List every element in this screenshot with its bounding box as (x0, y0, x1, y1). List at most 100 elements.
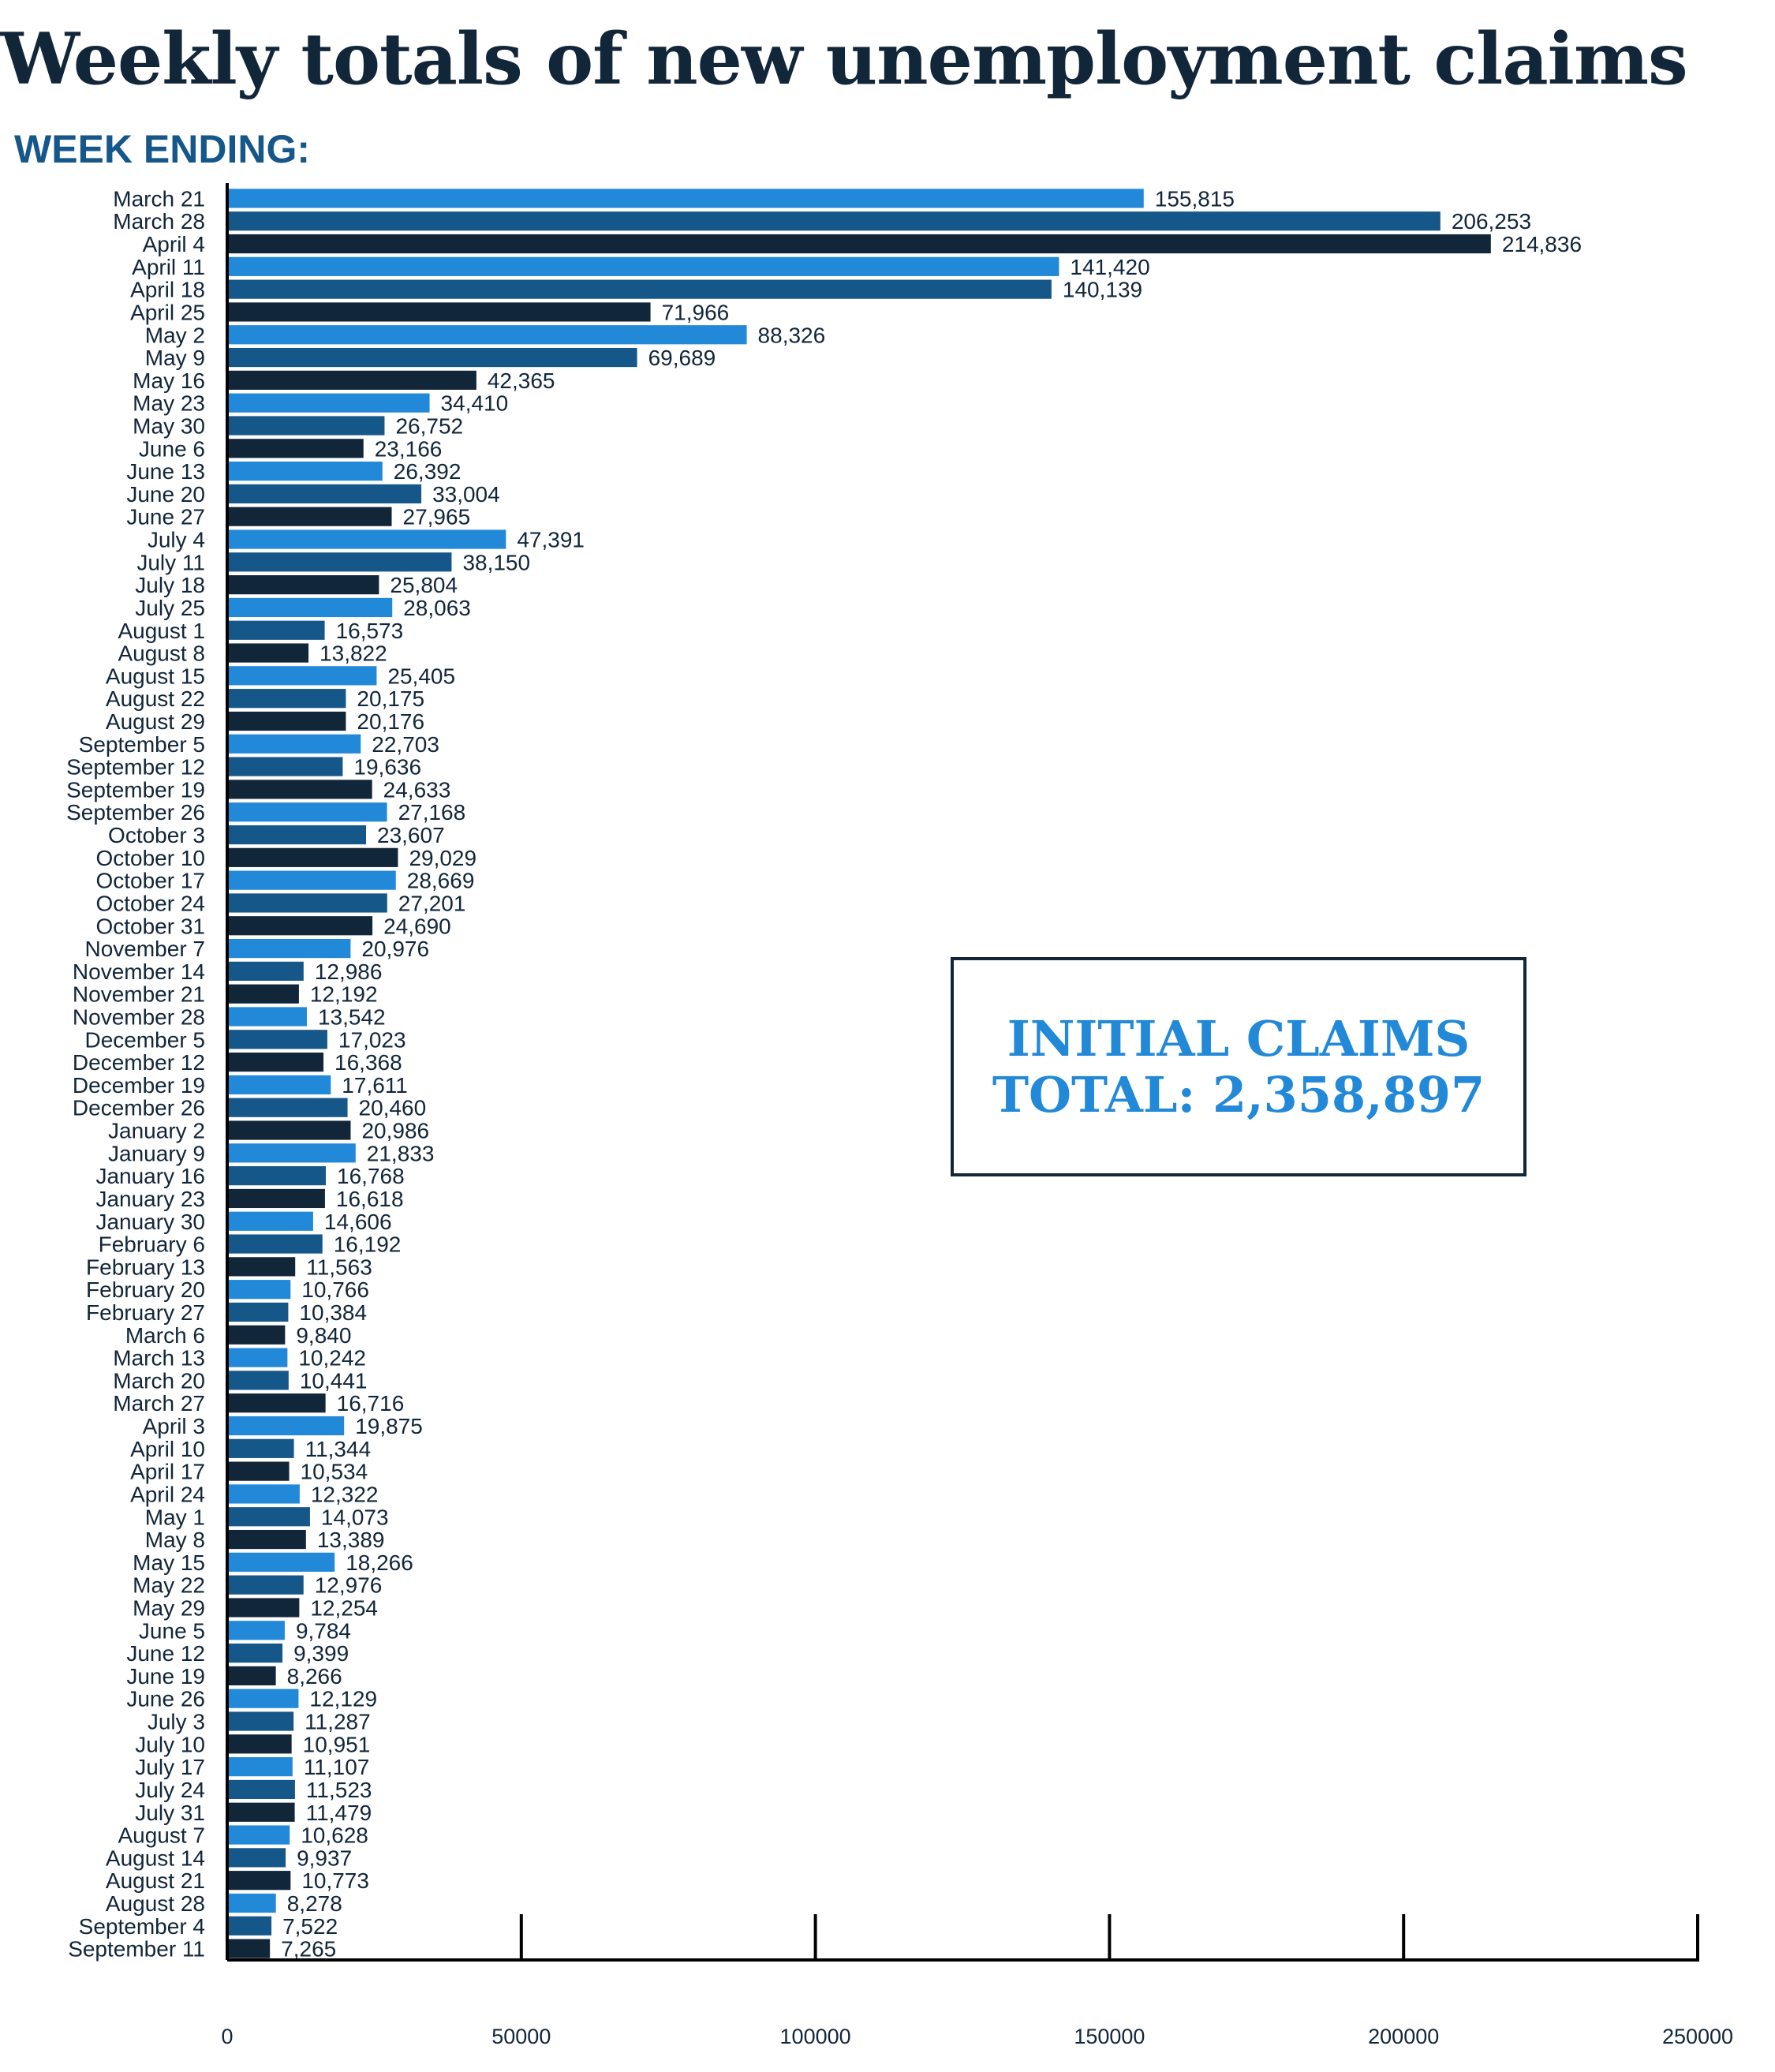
bar (227, 1893, 276, 1913)
total-box-line1: INITIAL CLAIMS (1007, 1009, 1470, 1068)
bar (227, 1575, 304, 1595)
data-label: 28,063 (403, 596, 471, 620)
bar (227, 643, 309, 663)
data-label: 13,389 (317, 1528, 385, 1552)
bar (227, 1916, 272, 1935)
data-label: 12,254 (310, 1595, 378, 1620)
bar (227, 847, 398, 867)
x-tick-label: 100000 (780, 2025, 851, 2048)
bar (227, 1075, 331, 1095)
bar (227, 1689, 299, 1708)
category-label: June 6 (139, 436, 205, 461)
category-label: June 20 (126, 482, 205, 507)
axis-category-label: WEEK ENDING: (14, 127, 310, 171)
bar (227, 938, 351, 959)
bar (227, 552, 452, 572)
data-label: 10,242 (298, 1346, 366, 1371)
bar (227, 211, 1441, 231)
category-label: June 27 (126, 505, 205, 529)
bar (227, 1030, 327, 1049)
category-label: August 22 (106, 686, 205, 711)
bar (227, 256, 1059, 276)
data-label: 8,278 (287, 1891, 342, 1916)
data-label: 11,344 (305, 1437, 372, 1461)
data-label: 9,399 (293, 1641, 349, 1666)
category-label: May 23 (133, 391, 205, 416)
bar (227, 1848, 286, 1868)
bar (227, 1484, 300, 1504)
category-label: September 19 (66, 777, 205, 802)
category-label: May 15 (133, 1550, 205, 1575)
category-label: March 20 (113, 1368, 205, 1393)
category-label: October 31 (95, 914, 205, 938)
data-label: 23,166 (375, 436, 443, 461)
total-claims-box: INITIAL CLAIMS TOTAL: 2,358,897 (951, 957, 1526, 1176)
category-label: June 12 (126, 1641, 205, 1666)
bar (227, 1211, 313, 1231)
bar (227, 1621, 285, 1640)
category-label: August 8 (118, 641, 205, 666)
data-label: 20,175 (357, 686, 424, 711)
category-label: July 18 (135, 573, 205, 597)
data-label: 155,815 (1155, 186, 1235, 211)
bar (227, 1348, 288, 1367)
data-label: 20,176 (357, 709, 424, 734)
category-label: April 18 (130, 278, 205, 302)
data-label: 11,107 (304, 1755, 370, 1779)
data-label: 16,192 (334, 1232, 402, 1257)
category-label: November 21 (73, 982, 205, 1007)
data-label: 38,150 (462, 550, 530, 574)
bar (227, 1598, 300, 1618)
bar (227, 1393, 326, 1413)
bar (227, 347, 637, 368)
category-label: November 28 (73, 1004, 205, 1029)
bar (227, 825, 367, 845)
category-label: May 9 (145, 346, 205, 370)
data-label: 7,522 (282, 1914, 338, 1939)
data-label: 12,129 (309, 1687, 377, 1711)
x-tick-label: 150000 (1074, 2025, 1145, 2048)
bar (227, 1143, 356, 1163)
bar (227, 1507, 310, 1527)
bar (227, 1234, 323, 1254)
bar (227, 1779, 295, 1800)
category-label: March 27 (113, 1391, 205, 1416)
category-label: January 23 (95, 1187, 205, 1211)
category-label: July 11 (136, 550, 205, 574)
category-label: February 13 (86, 1255, 205, 1279)
bar (227, 302, 651, 322)
x-tick-label: 250000 (1662, 2025, 1733, 2048)
data-label: 214,836 (1502, 232, 1582, 256)
data-label: 10,441 (300, 1368, 368, 1393)
data-label: 21,833 (367, 1141, 435, 1165)
category-label: April 25 (130, 300, 205, 324)
category-label: January 16 (95, 1164, 205, 1188)
bar (227, 620, 325, 640)
bar (227, 1643, 283, 1663)
bar (227, 893, 387, 913)
category-label: April 3 (143, 1414, 205, 1438)
bar (227, 507, 392, 526)
category-label: July 24 (135, 1778, 205, 1802)
bar (227, 461, 383, 481)
category-label: August 7 (118, 1823, 205, 1848)
data-label: 11,287 (305, 1710, 371, 1734)
category-label: March 28 (113, 209, 205, 234)
category-label: February 27 (86, 1300, 205, 1325)
data-label: 10,628 (301, 1823, 368, 1848)
bar (227, 1825, 290, 1845)
bar (227, 1166, 327, 1186)
data-label: 14,606 (324, 1210, 392, 1234)
category-label: June 5 (139, 1618, 205, 1643)
category-label: April 24 (130, 1482, 205, 1506)
bar (227, 234, 1491, 254)
bar (227, 279, 1052, 299)
category-label: December 19 (73, 1073, 205, 1098)
category-label: October 3 (108, 823, 205, 847)
data-label: 10,951 (303, 1732, 371, 1756)
category-label: February 6 (99, 1232, 205, 1257)
bar (227, 1757, 293, 1777)
category-label: June 26 (126, 1687, 205, 1711)
category-label: January 30 (95, 1210, 205, 1234)
data-label: 11,479 (306, 1801, 372, 1825)
